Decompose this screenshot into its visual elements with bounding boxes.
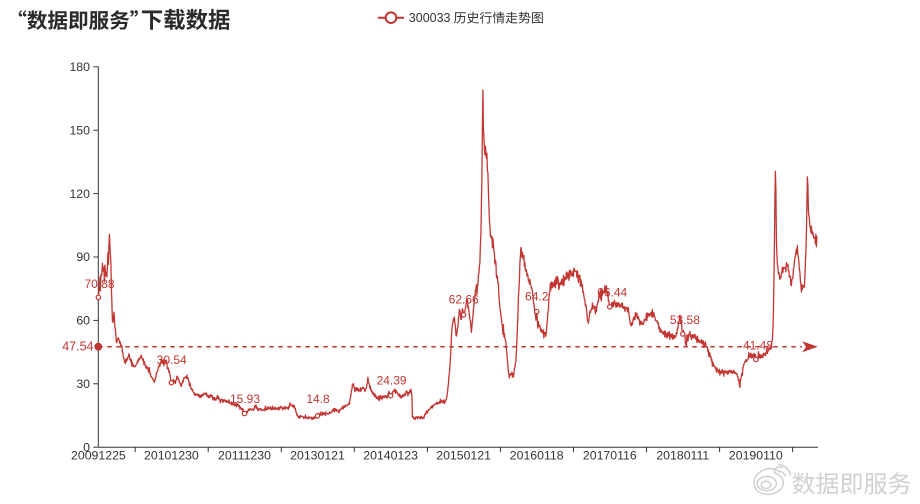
svg-text:20170116: 20170116 — [583, 449, 637, 463]
svg-text:20091225: 20091225 — [71, 449, 126, 463]
svg-text:20140123: 20140123 — [363, 449, 418, 463]
svg-text:20130121: 20130121 — [290, 449, 345, 463]
svg-text:64.2: 64.2 — [525, 290, 549, 304]
svg-text:24.39: 24.39 — [377, 373, 407, 387]
svg-text:20111230: 20111230 — [218, 449, 271, 463]
svg-text:30.54: 30.54 — [157, 353, 187, 367]
svg-text:20190110: 20190110 — [729, 449, 783, 463]
svg-text:20180111: 20180111 — [656, 449, 709, 463]
svg-text:120: 120 — [69, 187, 90, 201]
svg-text:41.48: 41.48 — [743, 339, 773, 353]
svg-text:20160118: 20160118 — [510, 449, 564, 463]
svg-text:15.93: 15.93 — [230, 392, 260, 406]
svg-text:66.44: 66.44 — [597, 286, 627, 300]
svg-text:30: 30 — [76, 377, 90, 391]
svg-text:47.54: 47.54 — [62, 339, 93, 353]
svg-text:70.88: 70.88 — [84, 277, 114, 291]
svg-text:180: 180 — [69, 60, 90, 74]
svg-text:60: 60 — [76, 314, 90, 328]
svg-text:14.8: 14.8 — [306, 392, 330, 406]
svg-text:20101230: 20101230 — [144, 449, 199, 463]
svg-text:53.58: 53.58 — [670, 313, 700, 327]
svg-text:0: 0 — [83, 440, 90, 454]
svg-text:300033: 300033 — [409, 11, 451, 25]
svg-text:90: 90 — [76, 250, 90, 264]
svg-text:62.66: 62.66 — [449, 292, 479, 306]
svg-text:20150121: 20150121 — [436, 449, 491, 463]
svg-text:150: 150 — [69, 123, 90, 137]
